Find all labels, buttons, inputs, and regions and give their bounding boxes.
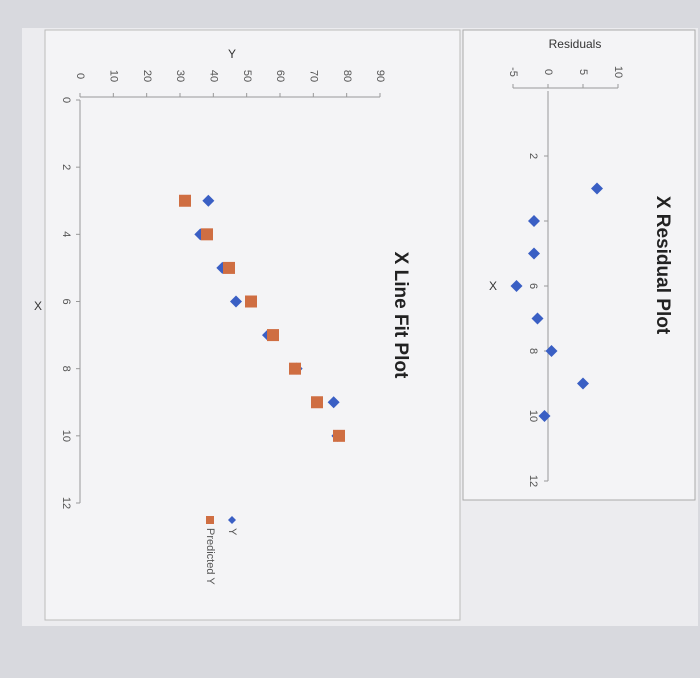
x-tick-label: 6 (60, 298, 72, 304)
point (531, 312, 544, 325)
y-axis-title: Residuals (549, 37, 602, 51)
y-tick-label: 50 (241, 70, 253, 82)
y-tick-label: 20 (141, 70, 153, 82)
legend-swatch (228, 516, 236, 524)
x-tick-label: 4 (60, 231, 72, 237)
point (245, 295, 257, 308)
x-tick-label: 12 (527, 475, 539, 487)
x-tick-label: 2 (527, 153, 539, 159)
point (311, 396, 323, 409)
x-tick-label: 6 (527, 283, 539, 289)
legend-label: Predicted Y (204, 528, 216, 585)
line-fit-chart-frame (44, 29, 461, 621)
x-tick-label: 12 (60, 497, 72, 509)
point (289, 362, 301, 375)
y-tick-label: 90 (374, 70, 386, 82)
point (538, 410, 551, 422)
y-tick-label: 10 (107, 70, 119, 82)
legend-label: Y (226, 528, 238, 536)
point (267, 329, 279, 342)
point (528, 215, 540, 227)
y-tick-label: 60 (274, 70, 286, 82)
point (591, 182, 603, 195)
x-axis-title: X (489, 279, 497, 293)
x-tick-label: 10 (60, 430, 72, 442)
x-tick-label: 8 (527, 348, 539, 354)
point (179, 194, 191, 207)
point (327, 396, 340, 409)
point (545, 345, 558, 357)
y-tick-label: 70 (307, 70, 319, 82)
y-tick-label: 80 (341, 70, 353, 82)
chart-title: X Residual Plot (652, 196, 673, 335)
y-tick-label: -5 (507, 67, 519, 77)
x-tick-label: 2 (60, 164, 72, 170)
point (510, 280, 523, 292)
y-tick-label: 40 (207, 70, 219, 82)
residual-chart-frame (462, 29, 696, 501)
point (202, 194, 215, 207)
legend-swatch (206, 516, 214, 524)
point (223, 261, 235, 274)
point (230, 295, 242, 308)
x-axis-title: X (34, 299, 42, 313)
y-axis-title: Y (228, 47, 236, 61)
y-tick-label: 10 (612, 66, 624, 78)
y-tick-label: 0 (74, 73, 86, 79)
y-tick-label: 5 (577, 69, 589, 75)
x-tick-label: 8 (60, 366, 72, 372)
point (333, 429, 345, 442)
x-tick-label: 0 (60, 97, 72, 103)
x-tick-label: 10 (527, 410, 539, 422)
chart-title: X Line Fit Plot (390, 252, 411, 379)
point (577, 377, 589, 390)
y-tick-label: 30 (174, 70, 186, 82)
point (201, 228, 213, 241)
point (528, 247, 540, 260)
y-tick-label: 0 (542, 69, 554, 75)
